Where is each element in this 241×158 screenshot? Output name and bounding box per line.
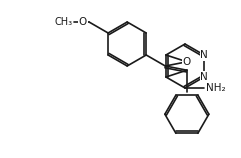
Text: CH₃: CH₃ bbox=[54, 17, 73, 27]
Text: O: O bbox=[183, 57, 191, 67]
Text: NH₂: NH₂ bbox=[206, 83, 225, 93]
Text: O: O bbox=[79, 17, 87, 27]
Text: N: N bbox=[200, 72, 208, 82]
Text: N: N bbox=[200, 50, 208, 60]
